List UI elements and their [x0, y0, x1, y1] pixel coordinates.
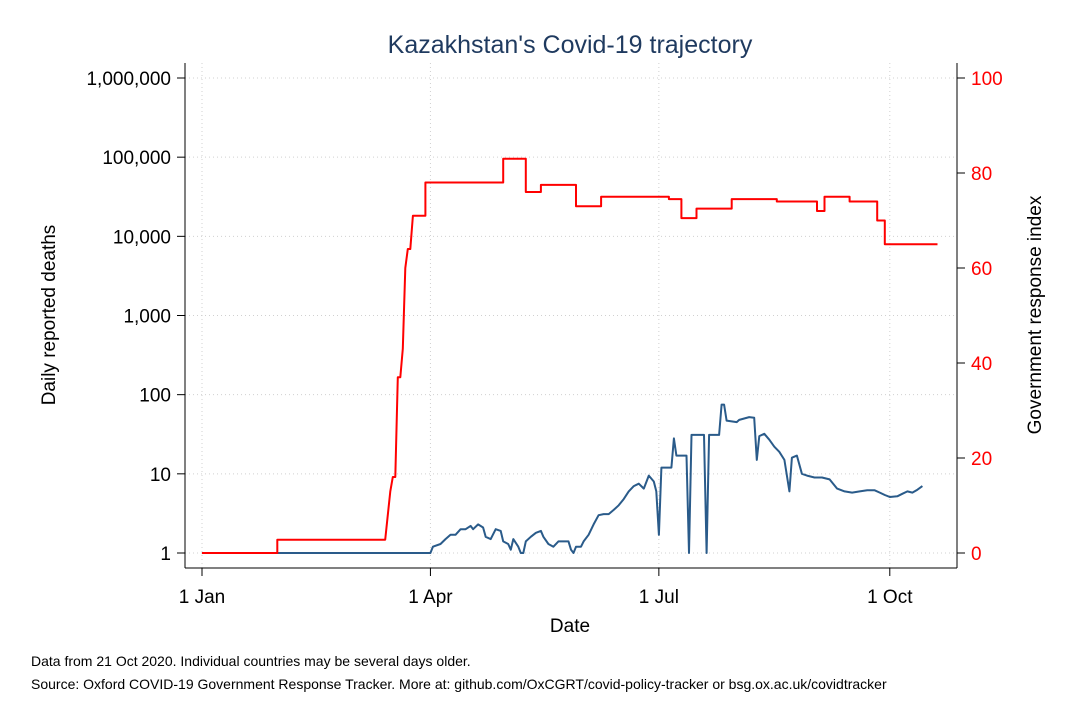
left-axis-ticks: 1 10 100 1,000 10,000 100,000 1,000,000	[86, 69, 185, 565]
x-axis-label: Date	[550, 616, 590, 637]
left-tick-label: 10,000	[113, 227, 171, 248]
right-tick-label: 80	[971, 164, 992, 185]
right-axis-label: Government response index	[1025, 195, 1046, 434]
left-tick-label: 1,000	[123, 307, 171, 328]
left-tick-label: 100	[139, 386, 171, 407]
series-group	[202, 157, 938, 554]
data-note: Data from 21 Oct 2020. Individual countr…	[31, 653, 471, 669]
series-line-response-index	[202, 157, 938, 554]
left-axis-label: Daily reported deaths	[39, 225, 60, 406]
source-note: Source: Oxford COVID-19 Government Respo…	[31, 676, 887, 692]
x-tick-label: 1 Jul	[639, 587, 679, 608]
series-line-deaths	[202, 403, 923, 554]
right-axis-ticks: 0 20 40 60 80 100	[957, 69, 1003, 565]
x-tick-label: 1 Jan	[179, 587, 225, 608]
left-tick-label: 100,000	[102, 148, 171, 169]
x-tick-label: 1 Apr	[408, 587, 453, 608]
right-tick-label: 60	[971, 259, 992, 280]
right-tick-label: 20	[971, 449, 992, 470]
right-tick-label: 100	[971, 69, 1003, 90]
right-tick-label: 40	[971, 354, 992, 375]
x-axis-ticks: 1 Jan 1 Apr 1 Jul 1 Oct	[179, 568, 913, 608]
right-tick-label: 0	[971, 544, 982, 565]
chart: Kazakhstan's Covid-19 trajectory 1101001…	[39, 31, 1046, 637]
chart-title: Kazakhstan's Covid-19 trajectory	[388, 31, 753, 59]
gridlines	[185, 63, 957, 568]
left-tick-label: 10	[150, 465, 171, 486]
left-tick-label: 1	[160, 544, 171, 565]
x-tick-label: 1 Oct	[867, 587, 913, 608]
left-tick-label: 1,000,000	[86, 69, 171, 90]
